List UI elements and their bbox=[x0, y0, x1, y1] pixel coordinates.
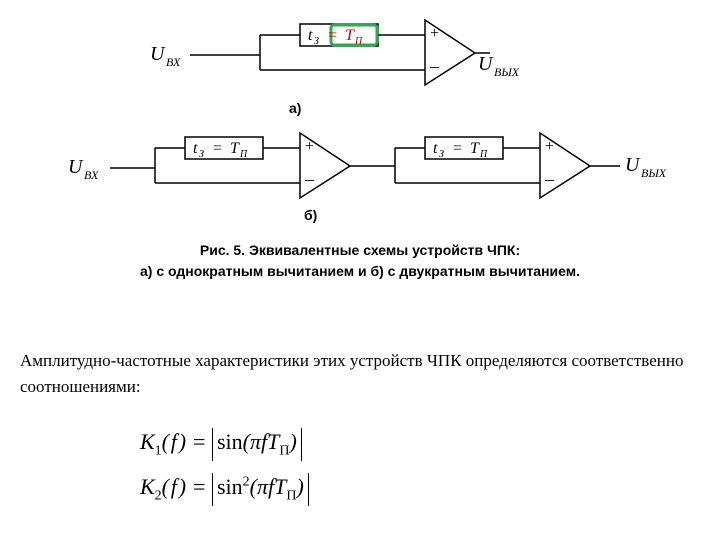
svg-text:t: t bbox=[193, 140, 198, 157]
svg-text:U: U bbox=[478, 53, 494, 75]
svg-text:T: T bbox=[230, 140, 240, 157]
label-b: б) bbox=[300, 205, 321, 225]
svg-text:+: + bbox=[305, 138, 314, 155]
svg-text:t: t bbox=[433, 140, 438, 157]
equations: К1( f ) = sin(πfTП) К2( f ) = sin2(πfTП) bbox=[140, 420, 309, 511]
svg-text:t: t bbox=[308, 27, 313, 44]
svg-text:T: T bbox=[470, 140, 480, 157]
svg-text:ВХ: ВХ bbox=[84, 168, 99, 182]
svg-text:U: U bbox=[625, 154, 641, 176]
svg-text:+: + bbox=[545, 138, 554, 155]
svg-text:З: З bbox=[439, 149, 444, 160]
equation-k2: К2( f ) = sin2(πfTП) bbox=[140, 465, 309, 510]
caption-line-1: Рис. 5. Эквивалентные схемы устройств ЧП… bbox=[80, 240, 640, 261]
svg-text:З: З bbox=[199, 149, 204, 160]
svg-text:T: T bbox=[345, 27, 355, 44]
svg-text:–: – bbox=[304, 169, 315, 189]
caption-line-2: а) с однократным вычитанием и б) с двукр… bbox=[80, 261, 640, 282]
svg-text:=: = bbox=[453, 140, 462, 157]
diagram-b: U ВХ t З = T П + – t З = T bbox=[0, 120, 720, 220]
svg-text:П: П bbox=[479, 149, 488, 160]
svg-text:U: U bbox=[150, 43, 166, 65]
svg-text:=: = bbox=[328, 27, 337, 44]
svg-text:–: – bbox=[429, 56, 440, 76]
svg-text:–: – bbox=[544, 169, 555, 189]
svg-text:ВЫХ: ВЫХ bbox=[494, 65, 520, 79]
svg-text:ВХ: ВХ bbox=[166, 55, 181, 69]
slide: t З = T П + – U ВХ U ВЫХ а) U bbox=[0, 0, 720, 540]
svg-text:П: П bbox=[239, 149, 248, 160]
svg-text:+: + bbox=[430, 25, 439, 42]
diagram-area: t З = T П + – U ВХ U ВЫХ а) U bbox=[0, 10, 720, 230]
figure-caption: Рис. 5. Эквивалентные схемы устройств ЧП… bbox=[80, 240, 640, 282]
svg-text:U: U bbox=[68, 156, 84, 178]
body-text: Амплитудно-частотные характеристики этих… bbox=[20, 348, 700, 399]
equation-k1: К1( f ) = sin(πfTП) bbox=[140, 420, 309, 465]
svg-text:=: = bbox=[213, 140, 222, 157]
svg-text:ВЫХ: ВЫХ bbox=[641, 166, 667, 180]
label-a: а) bbox=[285, 98, 305, 118]
svg-text:З: З bbox=[314, 36, 319, 47]
svg-text:П: П bbox=[354, 36, 363, 47]
diagram-a: t З = T П + – U ВХ U ВЫХ bbox=[0, 10, 720, 100]
